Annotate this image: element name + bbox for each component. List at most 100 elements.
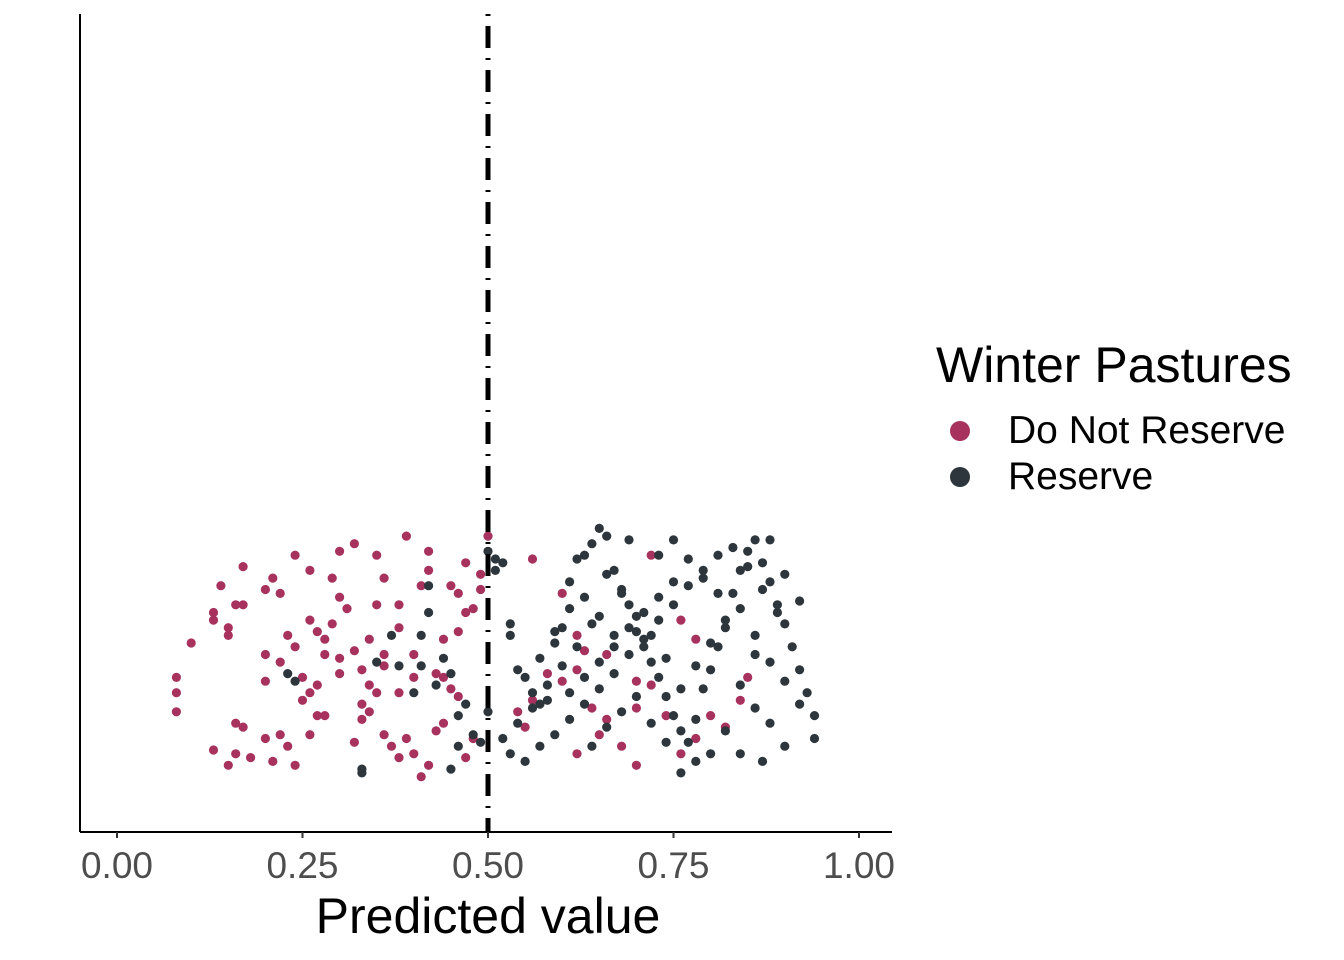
point-reserve xyxy=(587,539,597,549)
x-axis-ticks: 0.00 0.25 0.50 0.75 1.00 xyxy=(81,832,895,886)
point-do-not-reserve xyxy=(735,695,745,705)
legend-label-reserve: Reserve xyxy=(1008,455,1154,498)
point-reserve xyxy=(743,546,753,556)
point-do-not-reserve xyxy=(409,749,419,759)
point-do-not-reserve xyxy=(305,730,315,740)
point-do-not-reserve xyxy=(275,730,285,740)
point-do-not-reserve xyxy=(617,741,627,751)
point-do-not-reserve xyxy=(283,630,293,641)
point-reserve xyxy=(498,558,508,568)
point-reserve xyxy=(624,649,634,660)
point-reserve xyxy=(594,684,604,694)
point-do-not-reserve xyxy=(231,718,241,728)
point-do-not-reserve xyxy=(453,691,463,702)
point-do-not-reserve xyxy=(527,695,538,705)
point-reserve xyxy=(587,619,597,629)
legend-key-reserve xyxy=(950,467,970,487)
point-do-not-reserve xyxy=(438,718,449,728)
point-do-not-reserve xyxy=(208,607,219,618)
point-reserve xyxy=(698,573,708,583)
point-do-not-reserve xyxy=(631,676,642,686)
point-reserve xyxy=(631,691,642,702)
point-do-not-reserve xyxy=(676,749,686,759)
point-reserve xyxy=(624,623,634,633)
point-do-not-reserve xyxy=(572,749,582,759)
point-reserve xyxy=(780,741,790,751)
x-tick-label: 0.50 xyxy=(452,845,524,886)
point-do-not-reserve xyxy=(691,634,701,644)
point-do-not-reserve xyxy=(357,665,367,675)
point-reserve xyxy=(609,565,619,576)
point-reserve xyxy=(668,535,679,545)
point-do-not-reserve xyxy=(379,649,389,660)
point-do-not-reserve xyxy=(394,600,404,610)
point-reserve xyxy=(565,688,575,698)
point-reserve xyxy=(809,711,820,721)
point-reserve xyxy=(527,703,538,713)
point-reserve xyxy=(809,733,820,744)
point-do-not-reserve xyxy=(364,680,374,690)
point-reserve xyxy=(579,672,590,683)
point-reserve xyxy=(572,554,582,564)
point-reserve xyxy=(706,749,716,759)
point-reserve xyxy=(757,558,768,568)
point-reserve xyxy=(639,607,649,618)
point-do-not-reserve xyxy=(453,627,463,637)
point-do-not-reserve xyxy=(238,722,248,732)
point-do-not-reserve xyxy=(290,550,300,560)
point-reserve xyxy=(691,661,701,671)
point-reserve xyxy=(713,642,723,652)
x-tick-label: 0.75 xyxy=(637,845,709,886)
point-reserve xyxy=(505,749,515,759)
point-reserve xyxy=(765,657,775,667)
point-do-not-reserve xyxy=(676,615,686,625)
point-reserve xyxy=(594,523,604,534)
point-reserve xyxy=(602,569,612,579)
point-reserve xyxy=(631,611,642,621)
point-reserve xyxy=(542,695,553,705)
point-reserve xyxy=(676,726,686,736)
point-reserve xyxy=(706,638,716,648)
point-reserve xyxy=(661,653,671,663)
point-do-not-reserve xyxy=(312,680,322,690)
point-do-not-reserve xyxy=(394,623,404,633)
point-reserve xyxy=(743,562,753,572)
point-do-not-reserve xyxy=(401,531,411,541)
point-reserve xyxy=(602,531,612,541)
point-do-not-reserve xyxy=(424,565,434,576)
point-reserve xyxy=(483,546,493,556)
point-reserve xyxy=(572,642,582,652)
point-do-not-reserve xyxy=(275,588,285,599)
point-do-not-reserve xyxy=(661,711,671,721)
point-do-not-reserve xyxy=(335,653,345,663)
point-do-not-reserve xyxy=(320,649,330,660)
point-reserve xyxy=(617,707,627,717)
point-reserve xyxy=(639,634,649,644)
point-do-not-reserve xyxy=(305,688,315,698)
point-reserve xyxy=(372,657,382,667)
point-do-not-reserve xyxy=(401,733,411,744)
legend-item-do-not-reserve: Do Not Reserve xyxy=(936,408,1292,454)
point-do-not-reserve xyxy=(372,550,382,560)
point-reserve xyxy=(750,535,760,545)
point-reserve xyxy=(587,741,597,751)
point-do-not-reserve xyxy=(646,680,656,690)
point-reserve xyxy=(691,756,701,767)
point-reserve xyxy=(802,688,812,698)
point-do-not-reserve xyxy=(171,688,181,698)
point-do-not-reserve xyxy=(342,604,352,614)
point-do-not-reserve xyxy=(349,646,359,656)
point-do-not-reserve xyxy=(379,661,389,671)
point-do-not-reserve xyxy=(349,737,359,747)
point-do-not-reserve xyxy=(320,634,330,644)
point-do-not-reserve xyxy=(602,649,612,660)
point-reserve xyxy=(713,550,723,560)
point-do-not-reserve xyxy=(431,669,441,679)
point-reserve xyxy=(527,688,538,698)
point-reserve xyxy=(461,699,471,709)
point-do-not-reserve xyxy=(372,688,382,698)
point-do-not-reserve xyxy=(572,630,582,641)
point-do-not-reserve xyxy=(394,753,404,763)
point-reserve xyxy=(579,699,590,709)
